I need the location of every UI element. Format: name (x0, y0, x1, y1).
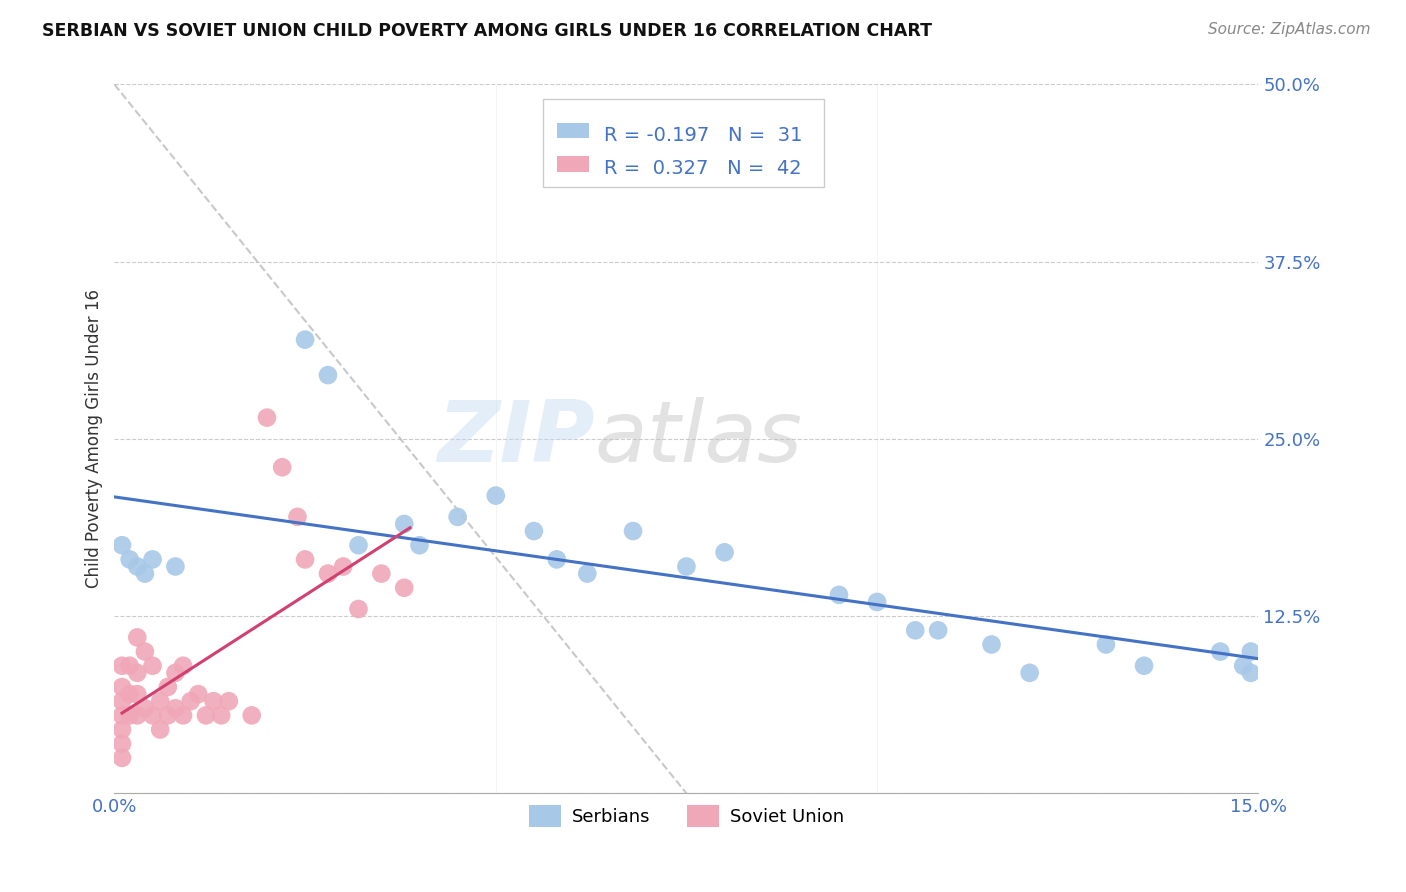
Point (172, 658, 194, 673)
Point (828, 588, 851, 602)
Y-axis label: Child Poverty Among Girls Under 16: Child Poverty Among Girls Under 16 (86, 289, 103, 589)
Point (202, 694, 225, 708)
Point (713, 545, 735, 559)
Point (156, 680, 179, 694)
Point (271, 460, 294, 475)
Point (127, 708, 149, 723)
Point (523, 524, 546, 538)
Point (1018, 665, 1040, 680)
Point (546, 552, 568, 566)
Point (127, 665, 149, 680)
Point (134, 701, 156, 715)
Point (1209, 644, 1232, 658)
Point (127, 687, 149, 701)
Legend: Serbians, Soviet Union: Serbians, Soviet Union (522, 797, 852, 834)
Point (316, 566, 339, 581)
Point (118, 658, 141, 673)
Point (187, 687, 209, 701)
Point (866, 595, 889, 609)
Point (111, 708, 134, 723)
Point (149, 694, 172, 708)
Point (394, 581, 416, 595)
Point (118, 552, 141, 566)
Point (1232, 658, 1254, 673)
Point (675, 559, 697, 574)
Point (141, 658, 163, 673)
Point (118, 708, 141, 723)
Text: R = -0.197   N =  31: R = -0.197 N = 31 (605, 126, 803, 145)
Point (172, 708, 194, 723)
Point (256, 410, 278, 425)
Point (156, 708, 179, 723)
FancyBboxPatch shape (557, 156, 589, 171)
Point (118, 687, 141, 701)
Point (370, 566, 392, 581)
Point (218, 694, 240, 708)
Point (111, 680, 134, 694)
FancyBboxPatch shape (544, 99, 824, 187)
Point (134, 644, 156, 658)
Point (111, 538, 134, 552)
Point (576, 566, 599, 581)
Point (165, 559, 187, 574)
Point (240, 708, 263, 723)
Point (141, 552, 163, 566)
Text: atlas: atlas (595, 398, 803, 481)
Point (621, 524, 644, 538)
Point (294, 333, 316, 347)
Point (287, 509, 309, 524)
Point (1095, 638, 1118, 652)
Point (141, 708, 163, 723)
Point (111, 694, 134, 708)
Point (1240, 665, 1263, 680)
Point (332, 559, 354, 574)
Point (111, 723, 134, 737)
Point (446, 509, 468, 524)
Point (927, 624, 949, 638)
Text: R =  0.327   N =  42: R = 0.327 N = 42 (605, 159, 801, 178)
FancyBboxPatch shape (557, 123, 589, 138)
Point (111, 751, 134, 765)
Point (408, 538, 430, 552)
Point (394, 516, 416, 531)
Point (904, 624, 927, 638)
Point (194, 708, 217, 723)
Point (347, 602, 370, 616)
Text: ZIP: ZIP (437, 398, 595, 481)
Point (127, 559, 149, 574)
Point (111, 658, 134, 673)
Point (316, 368, 339, 383)
Point (1240, 644, 1263, 658)
Point (165, 701, 187, 715)
Point (209, 708, 232, 723)
Text: Source: ZipAtlas.com: Source: ZipAtlas.com (1208, 22, 1371, 37)
Point (127, 631, 149, 645)
Point (180, 694, 202, 708)
Point (347, 538, 370, 552)
Point (165, 665, 187, 680)
Point (485, 489, 508, 503)
Text: SERBIAN VS SOVIET UNION CHILD POVERTY AMONG GIRLS UNDER 16 CORRELATION CHART: SERBIAN VS SOVIET UNION CHILD POVERTY AM… (42, 22, 932, 40)
Point (149, 723, 172, 737)
Point (294, 552, 316, 566)
Point (134, 566, 156, 581)
Point (111, 737, 134, 751)
Point (1133, 658, 1156, 673)
Point (980, 638, 1002, 652)
